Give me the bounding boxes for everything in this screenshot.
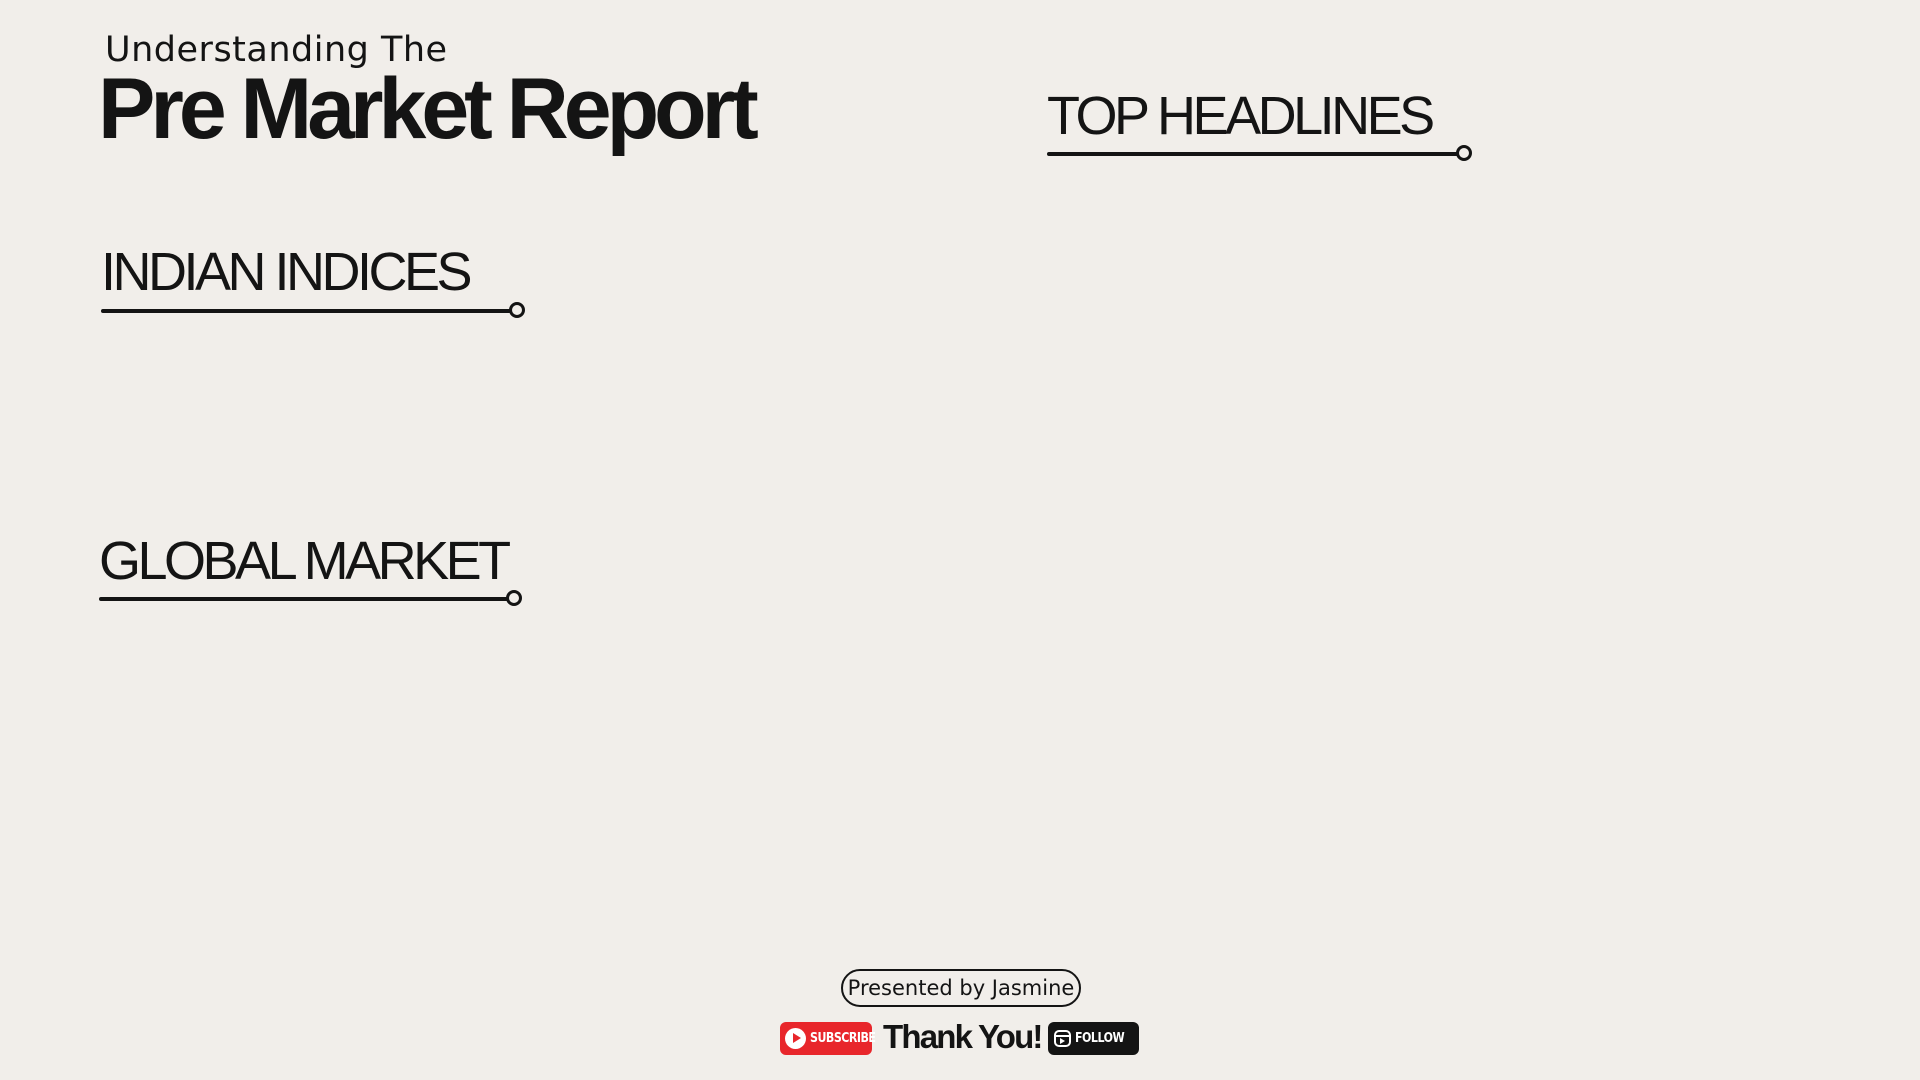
section-divider-indian-indices [101,309,511,313]
report-title: Pre Market Report [98,61,759,157]
youtube-play-icon [785,1028,806,1049]
divider-end-marker [509,302,525,318]
follow-button[interactable]: FOLLOW [1048,1022,1139,1055]
follow-label: FOLLOW [1075,1031,1125,1046]
subscribe-label: SUBSCRIBE [810,1031,876,1046]
report-kicker: Understanding The [105,30,448,70]
instagram-reels-icon [1054,1030,1071,1047]
subscribe-button[interactable]: SUBSCRIBE [780,1022,876,1055]
section-divider-global-market [99,597,509,601]
divider-end-marker [1456,145,1472,161]
presenter-pill: Presented by Jasmine [841,969,1081,1007]
section-heading-global-market: GLOBAL MARKET [99,531,511,591]
divider-end-marker [506,590,522,606]
section-heading-top-headlines: TOP HEADLINES [1047,86,1435,146]
section-divider-top-headlines [1047,152,1462,156]
section-heading-indian-indices: INDIAN INDICES [101,242,473,302]
thank-you-text: Thank You! [883,1018,1043,1055]
